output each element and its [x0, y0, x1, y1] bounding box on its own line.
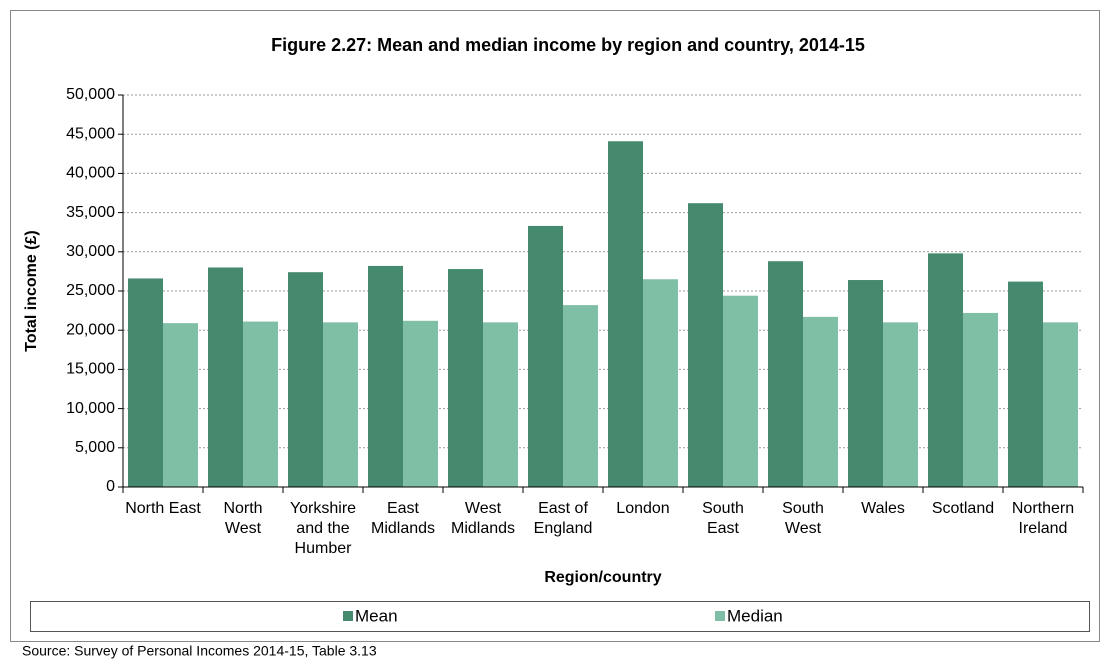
legend-swatch [343, 611, 353, 621]
bar [608, 141, 643, 488]
bar [448, 269, 483, 487]
y-tick-label: 10,000 [66, 400, 115, 417]
x-tick-label: London [616, 500, 670, 517]
x-tick-label: Yorkshire and the Humber [289, 500, 357, 557]
legend-box [30, 601, 1090, 632]
bar [208, 267, 243, 487]
y-tick-label: 30,000 [66, 243, 115, 260]
bar [963, 312, 998, 487]
x-axis-label: Region/country [544, 569, 661, 586]
x-tick-label: North West [223, 500, 263, 537]
bar [483, 322, 518, 487]
bar [883, 322, 918, 487]
bar [163, 323, 198, 487]
bar [243, 321, 278, 487]
legend-label: Median [727, 606, 783, 625]
y-axis-label: Total income (£) [23, 230, 40, 352]
x-tick-label: Northern Ireland [1011, 500, 1075, 537]
bar [128, 278, 163, 487]
bar [323, 322, 358, 487]
x-tick-label: South West [782, 500, 824, 537]
bar [768, 261, 803, 487]
bar [1043, 322, 1078, 487]
bar [403, 320, 438, 487]
bar [928, 253, 963, 487]
x-tick-label: East Midlands [370, 500, 436, 537]
x-tick-label: Wales [861, 500, 905, 517]
y-tick-label: 0 [106, 478, 115, 495]
legend-swatch [715, 611, 725, 621]
bar [288, 272, 323, 487]
y-tick-label: 20,000 [66, 321, 115, 338]
legend-label: Mean [355, 606, 398, 625]
bar [563, 305, 598, 487]
bar [368, 265, 403, 487]
y-tick-label: 25,000 [66, 282, 115, 299]
chart-border [10, 10, 1100, 642]
y-tick-label: 45,000 [66, 125, 115, 142]
bar [528, 225, 563, 488]
x-tick-label: South East [702, 500, 744, 537]
bar [848, 280, 883, 487]
source-note: Source: Survey of Personal Incomes 2014-… [22, 643, 377, 659]
x-tick-label: North East [125, 500, 201, 517]
y-tick-label: 15,000 [66, 361, 115, 378]
y-tick-label: 40,000 [66, 165, 115, 182]
bar [643, 279, 678, 487]
x-tick-label: Scotland [931, 500, 995, 517]
y-tick-label: 50,000 [66, 86, 115, 103]
bar [803, 316, 838, 487]
bar [1008, 281, 1043, 487]
bar [688, 203, 723, 487]
chart-title: Figure 2.27: Mean and median income by r… [271, 35, 865, 55]
y-tick-label: 35,000 [66, 204, 115, 221]
bar [723, 295, 758, 487]
y-tick-label: 5,000 [75, 439, 115, 456]
x-tick-label: West Midlands [450, 500, 516, 537]
x-tick-label: East of England [533, 500, 593, 537]
